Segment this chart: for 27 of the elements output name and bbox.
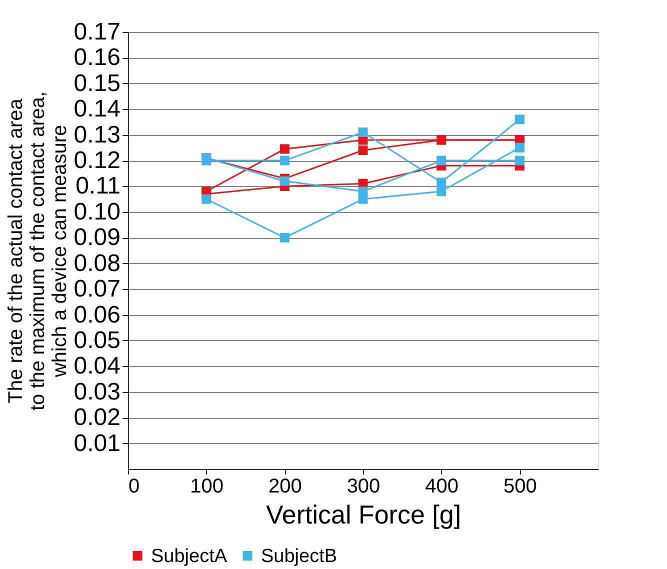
x-tick-label: 500 [503,476,537,498]
y-tick-label: 0.17 [74,18,120,46]
x-axis-title: Vertical Force [g] [266,500,462,530]
x-tick-label: 300 [346,476,380,498]
y-tick-label: 0.09 [74,224,120,252]
y-tick-label: 0.14 [74,96,120,123]
y-tick-label: 0.15 [74,70,120,97]
legend-label: SubjectA [151,546,228,567]
y-tick-label: 0.03 [74,378,120,406]
y-axis-title: The rate of the actual contact area to the maximum of the contact area, which a device can measure [4,91,71,411]
y-tick-label: 0.13 [74,121,120,148]
y-tick-label: 0.06 [74,301,120,328]
legend-label: SubjectB [261,546,338,567]
x-tick-label: 400 [425,476,459,498]
x-tick-label: 100 [190,476,224,498]
y-tick-label: 0.08 [74,250,120,277]
x-tick-label: 200 [268,476,302,498]
y-tick-label: 0.12 [74,147,120,174]
y-tick-label: 0.05 [74,326,120,354]
y-tick-label: 0.04 [74,352,120,380]
x-tick-label: 0 [128,476,140,498]
y-tick-label: 0.07 [74,276,120,303]
y-tick-label: 0.01 [74,430,120,457]
y-tick-label: 0.11 [76,172,120,200]
y-tick-label: 0.10 [74,198,120,226]
y-tick-label: 0.02 [74,404,120,432]
y-tick-label: 0.16 [74,44,120,72]
